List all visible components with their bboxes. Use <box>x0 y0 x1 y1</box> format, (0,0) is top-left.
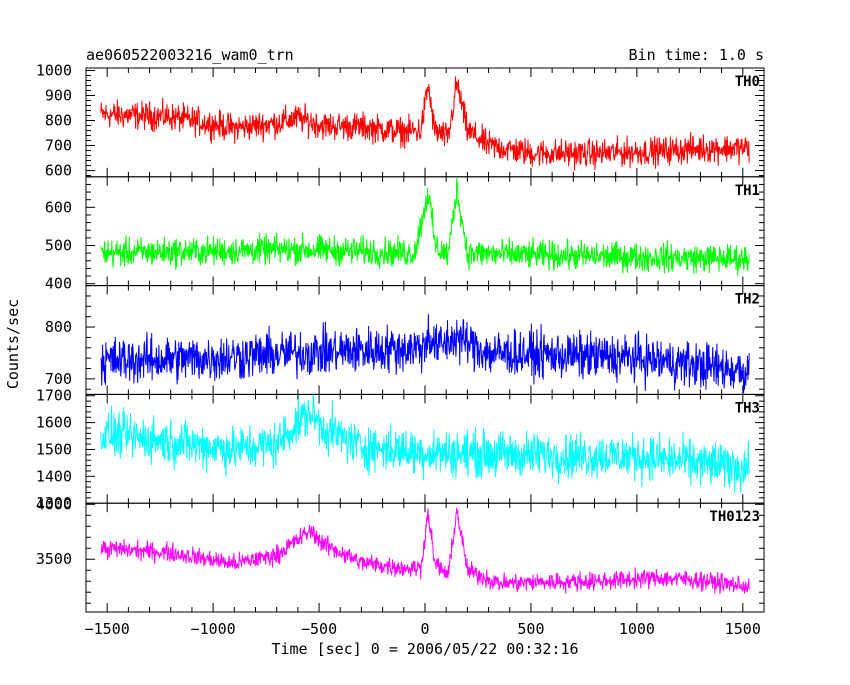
series-line-th0123 <box>100 507 750 594</box>
x-tick-label: 500 <box>517 620 544 638</box>
x-tick-label: −500 <box>301 620 337 638</box>
y-tick-label: 500 <box>45 237 72 255</box>
panel-name-label: TH3 <box>735 400 760 416</box>
panel-frame <box>85 502 765 613</box>
panel-frame <box>85 393 765 504</box>
y-tick-label: 1700 <box>36 387 72 405</box>
x-tick-label: 0 <box>420 620 429 638</box>
y-tick-label: 1500 <box>36 440 72 458</box>
y-axis-title: Counts/sec <box>4 299 22 389</box>
figure-title: ae060522003216_wam0_trn <box>86 46 294 64</box>
x-axis-title: Time [sec] 0 = 2006/05/22 00:32:16 <box>271 640 578 658</box>
series-line-th1 <box>100 177 750 276</box>
x-tick-label: 1500 <box>725 620 761 638</box>
series-line-th0 <box>100 76 750 171</box>
y-tick-label: 1600 <box>36 414 72 432</box>
y-tick-label: 700 <box>45 137 72 155</box>
series-line-th3 <box>100 394 750 493</box>
panel-name-label: TH2 <box>735 292 760 308</box>
panels-layer: 600 700 800 900 1000 TH0 400 500 600 TH1 700 800 TH2… <box>36 62 765 613</box>
y-tick-label: 600 <box>45 162 72 180</box>
panel-name-label: TH0123 <box>709 509 760 525</box>
y-tick-label: 900 <box>45 87 72 105</box>
y-tick-label: 1000 <box>36 62 72 80</box>
panel-frame <box>85 285 765 395</box>
panel-th0: 600 700 800 900 1000 TH0 <box>36 62 765 180</box>
y-tick-label: 800 <box>45 318 72 336</box>
series-line-th2 <box>100 313 750 394</box>
panel-frame <box>85 67 765 178</box>
bin-time-label: Bin time: 1.0 s <box>629 46 764 64</box>
panel-th0123: 3500 4000 TH0123 <box>36 495 765 613</box>
y-tick-label: 800 <box>45 112 72 130</box>
panel-name-label: TH1 <box>735 183 760 199</box>
y-tick-label: 600 <box>45 198 72 216</box>
x-tick-label: −1000 <box>191 620 236 638</box>
panel-frame <box>85 176 765 287</box>
panel-name-label: TH0 <box>735 74 760 90</box>
x-tick-label: 1000 <box>619 620 655 638</box>
y-tick-label: 1300 <box>36 494 72 512</box>
y-tick-label: 3500 <box>36 550 72 568</box>
panel-th2: 700 800 TH2 <box>45 285 765 395</box>
x-tick-label: −1500 <box>85 620 130 638</box>
y-tick-label: 4000 <box>36 495 72 513</box>
panel-th1: 400 500 600 TH1 <box>45 176 765 293</box>
x-axis-tick-labels: −1500 −1000 −500 0 500 1000 1500 <box>85 620 761 638</box>
y-tick-label: 1400 <box>36 467 72 485</box>
y-tick-label: 700 <box>45 370 72 388</box>
panel-th3: 1300 1400 1500 1600 1700 TH3 <box>36 387 765 512</box>
y-tick-label: 400 <box>45 275 72 293</box>
